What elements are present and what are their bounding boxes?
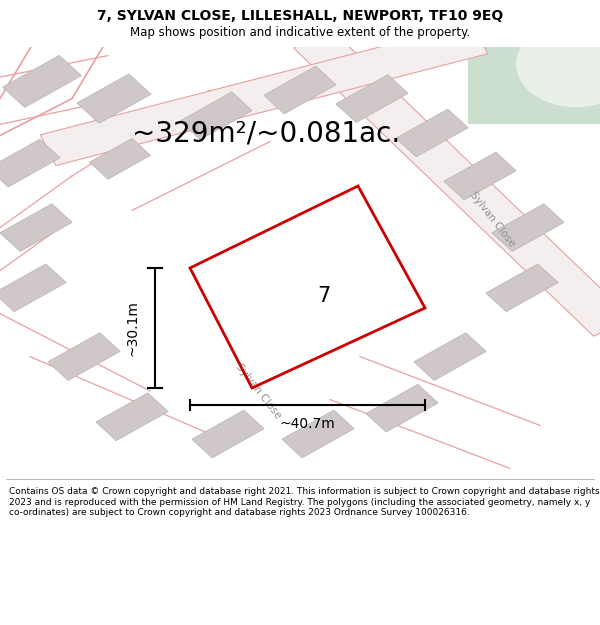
Polygon shape bbox=[0, 264, 66, 312]
Polygon shape bbox=[366, 384, 438, 432]
Text: Sylvan Close: Sylvan Close bbox=[233, 362, 283, 421]
Polygon shape bbox=[180, 92, 252, 139]
Polygon shape bbox=[48, 332, 120, 381]
Polygon shape bbox=[336, 75, 408, 122]
Polygon shape bbox=[77, 74, 151, 123]
Text: ~40.7m: ~40.7m bbox=[280, 418, 335, 431]
Text: 7: 7 bbox=[317, 286, 331, 306]
Polygon shape bbox=[0, 204, 72, 251]
Text: ~329m²/~0.081ac.: ~329m²/~0.081ac. bbox=[132, 119, 400, 147]
Polygon shape bbox=[486, 264, 558, 312]
Polygon shape bbox=[468, 47, 600, 124]
Text: Sylvan Close: Sylvan Close bbox=[467, 189, 517, 248]
Polygon shape bbox=[396, 109, 468, 157]
Circle shape bbox=[516, 21, 600, 107]
Polygon shape bbox=[2, 56, 82, 108]
Text: Contains OS data © Crown copyright and database right 2021. This information is : Contains OS data © Crown copyright and d… bbox=[9, 488, 599, 517]
Text: 7, SYLVAN CLOSE, LILLESHALL, NEWPORT, TF10 9EQ: 7, SYLVAN CLOSE, LILLESHALL, NEWPORT, TF… bbox=[97, 9, 503, 23]
Polygon shape bbox=[40, 23, 488, 166]
Polygon shape bbox=[96, 393, 168, 441]
Text: Map shows position and indicative extent of the property.: Map shows position and indicative extent… bbox=[130, 26, 470, 39]
Polygon shape bbox=[89, 138, 151, 179]
Polygon shape bbox=[414, 332, 486, 381]
Text: ~30.1m: ~30.1m bbox=[125, 300, 139, 356]
Polygon shape bbox=[0, 139, 60, 187]
Polygon shape bbox=[492, 204, 564, 251]
Polygon shape bbox=[192, 410, 264, 458]
Polygon shape bbox=[444, 152, 516, 200]
Polygon shape bbox=[294, 29, 600, 336]
Polygon shape bbox=[282, 410, 354, 458]
Polygon shape bbox=[264, 66, 336, 114]
